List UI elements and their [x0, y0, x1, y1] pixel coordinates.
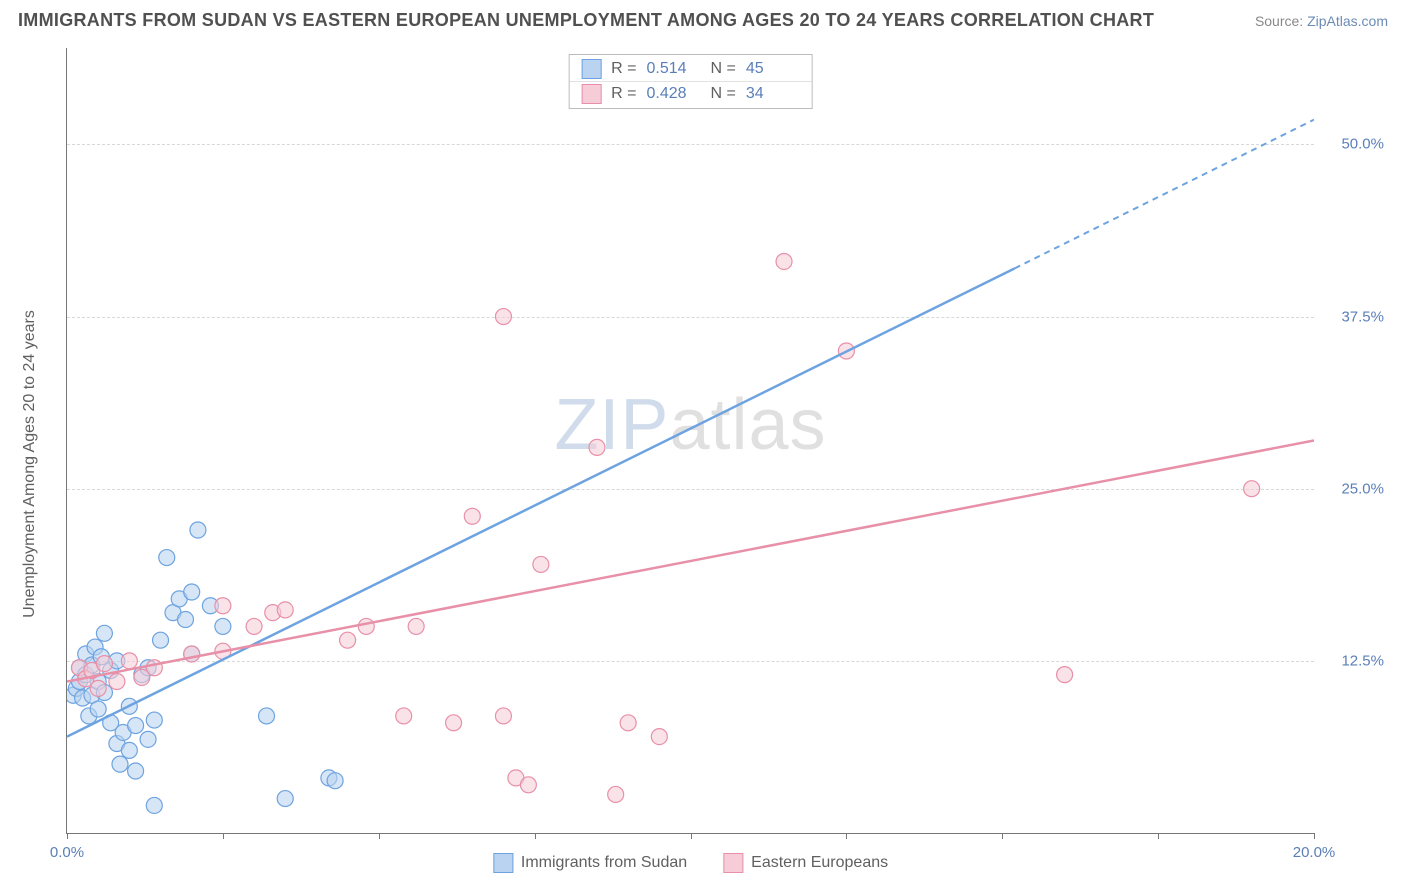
data-point — [1057, 667, 1073, 683]
data-point — [159, 550, 175, 566]
n-value: 45 — [746, 60, 800, 78]
plot-region: ZIPatlas R = 0.514 N = 45 R = 0.428 N = … — [66, 48, 1314, 834]
source-prefix: Source: — [1255, 13, 1307, 29]
data-point — [277, 602, 293, 618]
data-point — [495, 708, 511, 724]
chart-area: Unemployment Among Ages 20 to 24 years Z… — [36, 48, 1394, 880]
legend-label: Eastern Europeans — [751, 854, 888, 872]
data-point — [277, 791, 293, 807]
r-value: 0.514 — [647, 60, 701, 78]
data-point — [146, 660, 162, 676]
y-tick-label: 50.0% — [1324, 136, 1384, 153]
data-point — [589, 439, 605, 455]
data-point — [776, 253, 792, 269]
y-tick-label: 25.0% — [1324, 480, 1384, 497]
y-axis-title: Unemployment Among Ages 20 to 24 years — [21, 310, 39, 618]
data-point — [259, 708, 275, 724]
data-point — [146, 712, 162, 728]
r-label: R = — [611, 60, 636, 78]
data-point — [464, 508, 480, 524]
data-point — [121, 653, 137, 669]
data-point — [96, 656, 112, 672]
data-point — [215, 618, 231, 634]
data-point — [90, 701, 106, 717]
legend-item-sudan: Immigrants from Sudan — [493, 853, 687, 873]
data-point — [358, 618, 374, 634]
data-point — [620, 715, 636, 731]
swatch-eastern — [581, 84, 601, 104]
swatch-sudan — [581, 59, 601, 79]
data-point — [651, 729, 667, 745]
y-tick-label: 37.5% — [1324, 308, 1384, 325]
regression-line — [67, 268, 1015, 736]
x-tick-label: 20.0% — [1293, 844, 1336, 861]
data-point — [340, 632, 356, 648]
x-tick-label: 0.0% — [50, 844, 84, 861]
data-point — [190, 522, 206, 538]
swatch-eastern — [723, 853, 743, 873]
data-point — [1244, 481, 1260, 497]
data-point — [608, 786, 624, 802]
data-point — [153, 632, 169, 648]
regression-extrapolation — [1015, 120, 1314, 269]
data-point — [446, 715, 462, 731]
data-point — [520, 777, 536, 793]
header: IMMIGRANTS FROM SUDAN VS EASTERN EUROPEA… — [0, 0, 1406, 37]
r-label: R = — [611, 85, 636, 103]
data-point — [396, 708, 412, 724]
source-link[interactable]: ZipAtlas.com — [1307, 13, 1388, 29]
data-point — [408, 618, 424, 634]
correlation-legend: R = 0.514 N = 45 R = 0.428 N = 34 — [568, 54, 813, 109]
legend-item-eastern: Eastern Europeans — [723, 853, 888, 873]
data-point — [184, 584, 200, 600]
data-point — [140, 731, 156, 747]
regression-line — [67, 441, 1314, 682]
data-point — [246, 618, 262, 634]
data-point — [96, 625, 112, 641]
data-point — [177, 612, 193, 628]
r-value: 0.428 — [647, 85, 701, 103]
y-tick-label: 12.5% — [1324, 652, 1384, 669]
swatch-sudan — [493, 853, 513, 873]
scatter-svg — [67, 48, 1314, 833]
data-point — [109, 674, 125, 690]
n-label: N = — [711, 60, 736, 78]
data-point — [146, 797, 162, 813]
data-point — [90, 680, 106, 696]
legend-row-eastern: R = 0.428 N = 34 — [569, 81, 812, 106]
legend-label: Immigrants from Sudan — [521, 854, 687, 872]
legend-row-sudan: R = 0.514 N = 45 — [569, 57, 812, 81]
chart-title: IMMIGRANTS FROM SUDAN VS EASTERN EUROPEA… — [18, 10, 1154, 31]
data-point — [533, 556, 549, 572]
data-point — [128, 718, 144, 734]
series-legend: Immigrants from Sudan Eastern Europeans — [493, 853, 888, 873]
data-point — [112, 756, 128, 772]
n-label: N = — [711, 85, 736, 103]
data-point — [327, 773, 343, 789]
data-point — [215, 598, 231, 614]
data-point — [121, 742, 137, 758]
source-label: Source: ZipAtlas.com — [1255, 13, 1388, 29]
data-point — [495, 309, 511, 325]
data-point — [128, 763, 144, 779]
n-value: 34 — [746, 85, 800, 103]
